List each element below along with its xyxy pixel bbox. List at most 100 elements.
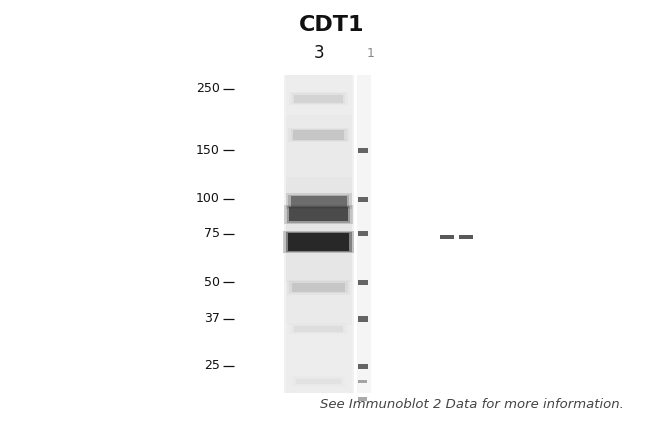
Bar	[285, 107, 352, 108]
Bar	[285, 151, 352, 153]
Bar	[285, 191, 352, 193]
Bar	[285, 83, 352, 84]
Bar	[284, 205, 353, 224]
Bar	[358, 380, 367, 383]
Bar	[285, 304, 352, 305]
Bar	[285, 194, 352, 210]
Bar	[291, 196, 346, 207]
Bar	[285, 91, 352, 92]
Bar	[285, 75, 352, 76]
Bar	[285, 372, 352, 374]
Bar	[285, 361, 352, 362]
Bar	[285, 298, 352, 299]
Bar	[285, 242, 352, 243]
Bar	[285, 248, 352, 250]
Bar	[285, 137, 352, 139]
Bar	[285, 307, 352, 308]
Bar	[285, 224, 352, 226]
Bar	[285, 218, 352, 219]
Bar	[294, 326, 343, 332]
Bar	[285, 104, 352, 105]
Bar	[285, 135, 352, 137]
Bar	[285, 342, 352, 343]
Bar	[285, 219, 352, 221]
Bar	[285, 76, 352, 78]
Bar	[285, 348, 352, 350]
Bar	[285, 145, 352, 146]
Bar	[285, 178, 352, 180]
Bar	[285, 216, 352, 218]
Bar	[285, 259, 352, 261]
Bar	[285, 312, 352, 313]
Bar	[285, 156, 352, 158]
Bar	[285, 189, 352, 191]
Bar	[285, 229, 352, 231]
Bar	[285, 89, 352, 91]
Bar	[285, 167, 352, 169]
Bar	[285, 277, 352, 278]
Bar	[285, 149, 352, 151]
Bar	[285, 375, 352, 377]
Bar	[285, 347, 352, 348]
Bar	[285, 164, 352, 165]
Bar	[287, 280, 350, 295]
Bar	[285, 353, 352, 355]
Bar	[285, 197, 352, 199]
Bar	[285, 355, 352, 356]
Bar	[285, 291, 352, 293]
Bar	[285, 129, 352, 130]
Bar	[285, 146, 352, 148]
Bar	[285, 273, 352, 275]
Bar	[285, 264, 352, 266]
Bar	[285, 123, 352, 124]
Bar	[285, 380, 352, 382]
Bar	[285, 280, 352, 282]
Bar	[289, 92, 348, 105]
Bar	[285, 258, 352, 259]
Text: 150: 150	[196, 143, 220, 156]
Bar	[285, 318, 352, 320]
Bar	[285, 283, 352, 285]
Bar	[285, 345, 352, 347]
Bar	[285, 223, 352, 224]
Bar	[285, 266, 352, 267]
Bar	[285, 203, 352, 205]
Bar	[285, 158, 352, 159]
Bar	[285, 334, 352, 336]
Bar	[285, 321, 352, 323]
Bar	[285, 127, 352, 129]
Bar	[358, 316, 369, 321]
Bar	[285, 92, 352, 94]
Bar	[285, 337, 352, 339]
Bar	[358, 280, 369, 285]
Bar	[285, 153, 352, 154]
Bar	[285, 278, 352, 280]
Bar	[285, 232, 352, 234]
Bar	[285, 240, 352, 242]
Bar	[285, 305, 352, 307]
Bar	[285, 142, 352, 143]
Bar	[285, 172, 352, 174]
Bar	[285, 81, 352, 83]
Bar	[285, 251, 352, 253]
Text: CDT1: CDT1	[298, 15, 364, 35]
Bar	[285, 250, 352, 251]
Bar	[285, 383, 352, 385]
Bar	[358, 197, 369, 202]
Bar	[285, 202, 352, 203]
Bar	[285, 329, 352, 331]
Bar	[285, 359, 352, 361]
Text: 75: 75	[204, 227, 220, 240]
Bar	[285, 302, 352, 304]
Bar	[285, 340, 352, 342]
Text: 100: 100	[196, 192, 220, 206]
Bar	[285, 299, 352, 301]
Bar	[291, 129, 346, 141]
Bar	[285, 315, 352, 317]
Bar	[285, 199, 352, 200]
Bar	[285, 205, 352, 207]
Bar	[285, 186, 352, 188]
Bar	[285, 358, 352, 359]
Bar	[285, 126, 352, 127]
Bar	[285, 78, 352, 79]
